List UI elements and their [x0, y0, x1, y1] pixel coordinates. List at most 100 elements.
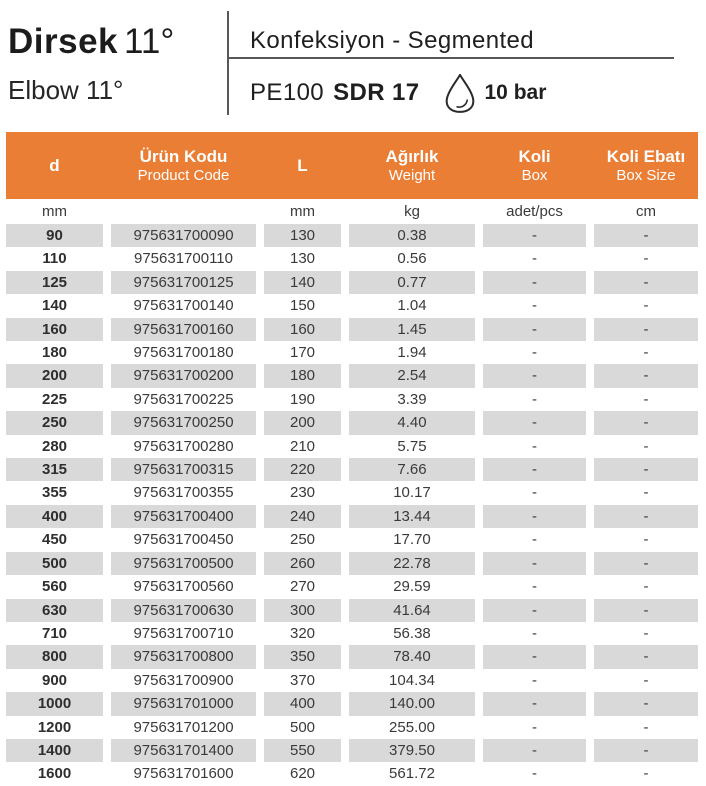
cell-d: 500: [6, 551, 103, 576]
cell-box_size: -: [643, 671, 649, 689]
cell-box_size: -: [643, 484, 649, 502]
cell-product_code: 975631700250: [111, 411, 256, 435]
cell-product_code: 975631700710: [133, 624, 234, 642]
cell-box_size: -: [643, 718, 649, 736]
cell-product_code: 975631700315: [111, 458, 256, 482]
table-row: 400 975631700400 240 13.44- -: [6, 504, 698, 529]
table-row: 125 975631700125 140 0.77- -: [6, 270, 698, 295]
cell-weight: 5.75: [397, 437, 427, 455]
cell-d: 140: [41, 297, 68, 315]
cell-box_size: -: [643, 297, 649, 315]
page-title-tr: Dirsek: [8, 22, 119, 61]
horizontal-divider: [227, 57, 674, 59]
table-row: 160 975631700160 160 1.45- -: [6, 317, 698, 342]
unit-product-code: [111, 199, 256, 224]
cell-l: 370: [289, 671, 316, 689]
table-row: 250 975631700250 200 4.40- -: [6, 411, 698, 435]
cell-d: 90: [6, 224, 103, 248]
table-row: 1600 975631701600 620 561.72 - -: [6, 762, 698, 785]
cell-box: -: [532, 578, 537, 596]
cell-box_size: -: [594, 411, 698, 435]
cell-box_size: -: [594, 645, 698, 669]
cell-box: -: [532, 484, 537, 502]
cell-d: 450: [41, 531, 68, 549]
table-row: 140 975631700140 150 1.04 - -: [6, 294, 698, 317]
cell-box_size: -: [643, 578, 649, 596]
cell-weight: 140.00: [349, 692, 475, 716]
cell-box_size: -: [594, 738, 698, 763]
cell-box: -: [483, 504, 586, 529]
cell-box: -: [532, 671, 537, 689]
cell-box: -: [483, 645, 586, 669]
cell-d: 560: [41, 578, 68, 596]
cell-d: 315: [6, 458, 103, 482]
cell-product_code: 975631701000: [111, 692, 256, 716]
cell-d: 160: [6, 317, 103, 342]
col-header-box-size: Koli Ebatı Box Size: [594, 132, 698, 199]
table-row: 1400 975631701400 550 379.50- -: [6, 738, 698, 763]
col-header-product-code-en: Product Code: [137, 167, 230, 184]
cell-weight: 2.54: [349, 364, 475, 388]
cell-box_size: -: [643, 390, 649, 408]
table-row: 90 975631700090 130 0.38- -: [6, 224, 698, 248]
cell-weight: 7.66: [349, 458, 475, 482]
cell-box_size: -: [594, 504, 698, 529]
cell-d: 1600: [37, 765, 72, 783]
cell-l: 210: [289, 437, 316, 455]
cell-box: -: [532, 297, 537, 315]
cell-product_code: 975631701600: [133, 765, 234, 783]
cell-product_code: 975631700355: [133, 484, 234, 502]
unit-l: mm: [290, 203, 315, 220]
cell-l: 550: [264, 738, 341, 763]
cell-product_code: 975631700225: [133, 390, 234, 408]
cell-l: 500: [289, 718, 316, 736]
col-header-box-size-en: Box Size: [616, 167, 676, 184]
cell-d: 200: [6, 364, 103, 388]
table-header-row: d Ürün Kodu Product Code L Ağırlık Weigh…: [6, 132, 698, 199]
cell-box: -: [483, 270, 586, 295]
cell-product_code: 975631700110: [134, 250, 233, 268]
cell-weight: 3.39: [397, 390, 427, 408]
cell-l: 220: [264, 458, 341, 482]
cell-box_size: -: [594, 270, 698, 295]
col-header-weight: Ağırlık Weight: [349, 132, 475, 199]
cell-weight: 22.78: [349, 551, 475, 576]
cell-product_code: 975631700125: [111, 270, 256, 295]
cell-box: -: [532, 624, 537, 642]
table-body: 90 975631700090 130 0.38- -110 975631700110 13…: [6, 224, 698, 786]
cell-product_code: 975631700800: [111, 645, 256, 669]
cell-l: 230: [289, 484, 316, 502]
pressure-label: 10 bar: [484, 81, 547, 104]
table-row: 630 975631700630 300 41.64- -: [6, 598, 698, 622]
cell-product_code: 975631700200: [111, 364, 256, 388]
cell-product_code: 975631701400: [111, 738, 256, 763]
cell-product_code: 975631700090: [111, 224, 256, 248]
cell-l: 130: [264, 224, 341, 248]
cell-box_size: -: [643, 437, 649, 455]
table-row: 180 975631700180 170 1.94 - -: [6, 341, 698, 364]
col-header-l-tr: L: [297, 156, 308, 175]
cell-weight: 255.00: [389, 718, 435, 736]
cell-weight: 0.77: [349, 270, 475, 295]
cell-box_size: -: [643, 765, 649, 783]
col-header-product-code-tr: Ürün Kodu: [139, 147, 228, 166]
cell-l: 130: [289, 250, 316, 268]
cell-d: 400: [6, 504, 103, 529]
cell-d: 1400: [6, 738, 103, 763]
cell-box: -: [532, 390, 537, 408]
col-header-d: d: [6, 132, 103, 199]
cell-product_code: 975631700280: [133, 437, 234, 455]
cell-box: -: [483, 551, 586, 576]
cell-product_code: 975631700560: [133, 578, 234, 596]
cell-weight: 561.72: [389, 765, 435, 783]
table-row: 355 975631700355 230 10.17 - -: [6, 481, 698, 504]
cell-box: -: [483, 738, 586, 763]
col-header-box-tr: Koli: [518, 147, 551, 166]
unit-d: mm: [42, 203, 67, 220]
table-row: 450 975631700450 250 17.70 - -: [6, 528, 698, 551]
cell-box: -: [532, 718, 537, 736]
cell-weight: 29.59: [393, 578, 431, 596]
cell-weight: 104.34: [389, 671, 435, 689]
cell-weight: 1.94: [397, 344, 427, 362]
